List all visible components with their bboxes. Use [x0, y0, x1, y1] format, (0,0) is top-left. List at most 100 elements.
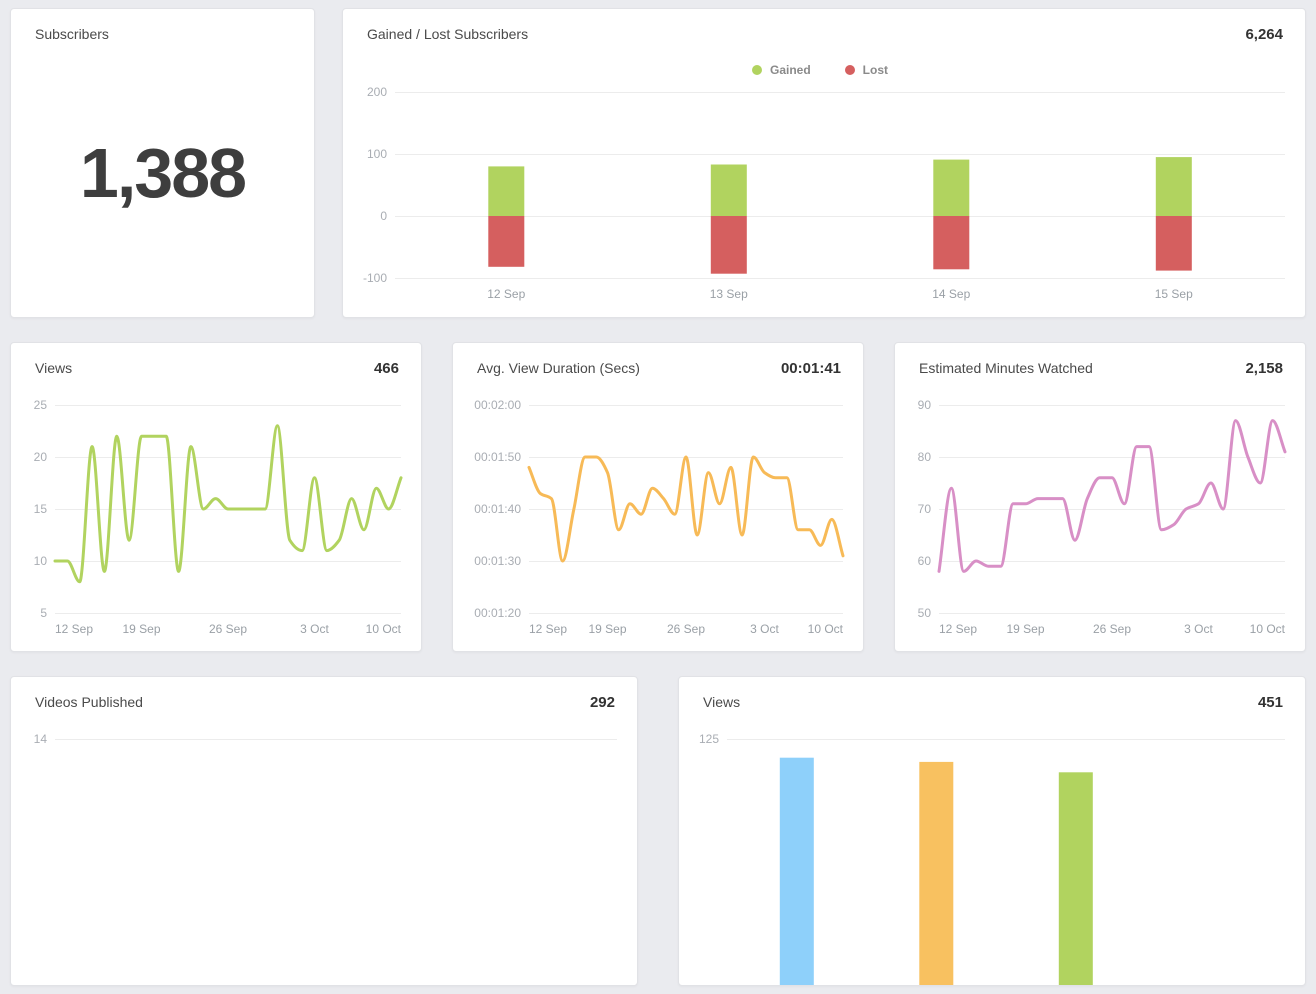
videos-published-chart: 14 [11, 732, 637, 985]
card-headline-value: 6,264 [1245, 26, 1283, 43]
bar-gained [933, 159, 970, 216]
card-title: Views [703, 694, 741, 710]
x-tick-label: 19 Sep [1006, 622, 1045, 636]
avg_view_duration-svg [527, 405, 845, 614]
views_daily-svg [727, 739, 1285, 985]
x-tick-label: 12 Sep [487, 287, 526, 301]
chart-axis-area: 125 [691, 732, 1285, 985]
y-axis-labels: 200 100 0 -100 [355, 85, 395, 285]
y-axis-labels: 00:02:00 00:01:50 00:01:40 00:01:30 00:01:20 [465, 398, 529, 620]
card-headline-value: 00:01:41 [780, 360, 841, 377]
y-tick-label: 0 [380, 209, 387, 223]
x-tick-label: 12 Sep [529, 622, 568, 636]
card-header: Avg. View Duration (Secs) 00:01:41 [453, 343, 863, 377]
x-axis-labels: 12 Sep 19 Sep 26 Sep 3 Oct 10 Oct [529, 622, 843, 640]
videos-published-card: Videos Published 292 14 [10, 676, 638, 986]
y-tick-label: 100 [366, 147, 387, 161]
y-tick-label: 90 [917, 398, 931, 412]
x-tick-label: 3 Oct [750, 622, 779, 636]
x-axis-labels: 12 Sep 13 Sep 14 Sep 15 Sep [395, 287, 1285, 305]
x-tick-label: 12 Sep [55, 622, 94, 636]
views-line-chart: 25 20 15 10 5 12 Sep 19 Sep 26 Sep 3 Oct 10 Oct [11, 398, 421, 640]
chart-plot-area [55, 739, 617, 985]
videos_published-svg [55, 739, 617, 740]
y-tick-label: 125 [698, 732, 719, 746]
views_line-svg [53, 405, 403, 614]
avg-view-duration-chart: 00:02:00 00:01:50 00:01:40 00:01:30 00:01:20… [453, 398, 863, 640]
x-tick-label: 3 Oct [300, 622, 329, 636]
y-tick-label: 14 [33, 732, 47, 746]
legend-item-lost[interactable]: Lost [844, 63, 889, 77]
y-axis-labels: 25 20 15 10 5 [23, 398, 55, 620]
card-headline-value: 2,158 [1245, 360, 1283, 377]
chart-legend: Gained Lost [355, 63, 1285, 77]
avg-view-duration-card: Avg. View Duration (Secs) 00:01:41 00:02… [452, 342, 864, 652]
views-daily-card: Views 451 125 [678, 676, 1306, 986]
x-tick-label: 3 Oct [1184, 622, 1213, 636]
y-tick-label: 00:01:20 [474, 606, 521, 620]
chart-axis-area: 90 80 70 60 50 12 Sep 19 Sep 26 Sep 3 Oct 10 Oct [907, 398, 1287, 640]
legend-label: Lost [862, 63, 889, 77]
dashboard-row-middle: Views 466 25 20 15 10 5 12 Sep 19 Sep 26 Sep 3 O… [10, 342, 1306, 652]
legend-item-gained[interactable]: Gained [751, 63, 811, 77]
card-header: Estimated Minutes Watched 2,158 [895, 343, 1305, 377]
legend-label: Gained [769, 63, 811, 77]
x-axis-labels: 12 Sep 19 Sep 26 Sep 3 Oct 10 Oct [55, 622, 401, 640]
x-tick-label: 10 Oct [1249, 622, 1285, 636]
estimated-minutes-watched-card: Estimated Minutes Watched 2,158 90 80 70 60… [894, 342, 1306, 652]
y-tick-label: 200 [366, 85, 387, 99]
legend-swatch-icon [844, 65, 855, 75]
y-tick-label: 50 [917, 606, 931, 620]
y-tick-label: 20 [33, 450, 47, 464]
x-tick-label: 12 Sep [939, 622, 978, 636]
card-header: Views 451 [679, 677, 1305, 711]
views-daily-chart: 125 [679, 732, 1305, 985]
bar [779, 757, 814, 985]
card-header: Gained / Lost Subscribers 6,264 [343, 9, 1305, 43]
y-axis-labels: 125 [691, 732, 727, 985]
dashboard-row-top: Subscribers 1,388 Gained / Lost Subscrib… [10, 8, 1306, 318]
bar-gained [488, 166, 525, 216]
chart-axis-area: 00:02:00 00:01:50 00:01:40 00:01:30 00:01:20… [465, 398, 845, 640]
x-tick-label: 26 Sep [208, 622, 248, 636]
card-title: Subscribers [35, 26, 109, 42]
y-tick-label: 00:02:00 [474, 398, 521, 412]
card-title: Estimated Minutes Watched [919, 360, 1093, 376]
chart-plot-area: 12 Sep 13 Sep 14 Sep 15 Sep [395, 92, 1285, 305]
bar-lost [933, 216, 970, 270]
chart-axis-area: 200 100 0 -100 12 Sep 13 Sep 14 Sep 15 Sep [355, 85, 1285, 305]
bar-gained [1155, 157, 1192, 216]
subscribers-card: Subscribers 1,388 [10, 8, 315, 318]
line-series-path [937, 419, 1287, 573]
y-tick-label: 70 [917, 502, 931, 516]
card-header: Views 466 [11, 343, 421, 377]
line-series-path [53, 424, 403, 584]
views-trend-card: Views 466 25 20 15 10 5 12 Sep 19 Sep 26 Sep 3 O… [10, 342, 422, 652]
bar [1058, 772, 1093, 985]
legend-swatch-icon [751, 65, 762, 75]
y-tick-label: 00:01:30 [474, 554, 521, 568]
y-tick-label: 60 [917, 554, 931, 568]
y-tick-label: 10 [33, 554, 47, 568]
card-headline-value: 292 [589, 694, 615, 711]
x-tick-label: 26 Sep [1092, 622, 1132, 636]
y-tick-label: 5 [40, 606, 47, 620]
y-axis-labels: 90 80 70 60 50 [907, 398, 939, 620]
y-tick-label: -100 [362, 271, 387, 285]
card-header: Videos Published 292 [11, 677, 637, 711]
card-headline-value: 466 [373, 360, 399, 377]
subscribers-count: 1,388 [79, 133, 247, 212]
chart-plot-area: 12 Sep 19 Sep 26 Sep 3 Oct 10 Oct [527, 405, 845, 640]
x-tick-label: 19 Sep [588, 622, 627, 636]
x-tick-label: 15 Sep [1154, 287, 1193, 301]
x-tick-label: 10 Oct [807, 622, 843, 636]
gained-lost-subscribers-card: Gained / Lost Subscribers 6,264 Gained Lo… [342, 8, 1306, 318]
chart-axis-area: 14 [23, 732, 617, 985]
bar-gained [710, 164, 747, 216]
chart-plot-area [727, 739, 1285, 985]
y-tick-label: 00:01:40 [474, 502, 521, 516]
est_minutes_watched-svg [937, 405, 1287, 614]
bar-lost [710, 216, 747, 274]
x-tick-label: 10 Oct [365, 622, 401, 636]
